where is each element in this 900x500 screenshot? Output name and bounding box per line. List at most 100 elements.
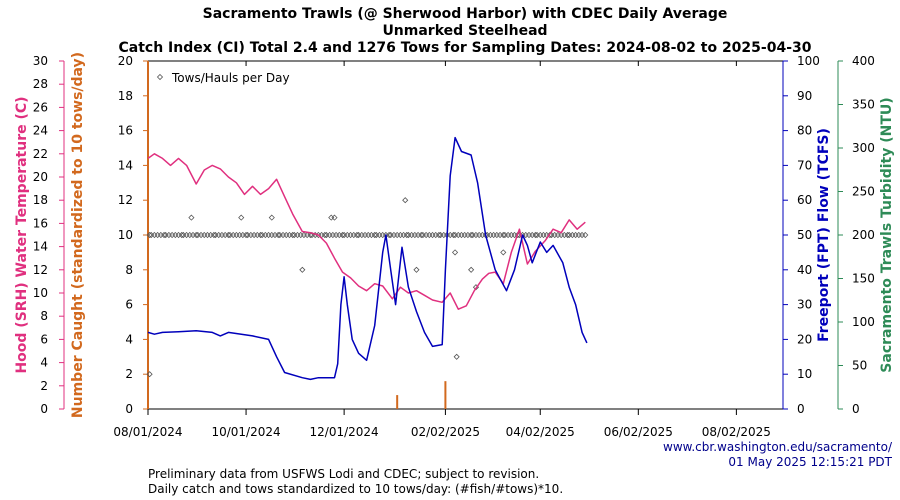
tows-marker-100: [437, 231, 444, 239]
tows-marker-111: [469, 231, 476, 239]
tick-label-flow-70: 70: [797, 158, 812, 172]
tows-marker-50: [291, 231, 298, 239]
axis-title-catch: Number Caught (standardized to 10 tows/d…: [70, 52, 86, 418]
tick-label-turbidity-350: 350: [852, 98, 875, 112]
tows-marker-1: [148, 231, 155, 239]
tows-marker-outlier-2025-03-10: [500, 249, 507, 256]
tick-label-catch-2: 2: [125, 367, 133, 381]
tows-marker-78: [373, 231, 380, 239]
tows-marker-34: [244, 231, 251, 239]
tows-marker-41: [265, 231, 272, 239]
tows-marker-21: [207, 231, 214, 239]
tows-marker-20: [204, 231, 211, 239]
tows-marker-94: [419, 231, 426, 239]
tows-marker-29: [230, 231, 237, 239]
tick-label-turbidity-150: 150: [852, 272, 875, 286]
tows-marker-91: [411, 231, 418, 239]
tick-label-catch-6: 6: [125, 298, 133, 312]
tows-marker-108: [461, 231, 468, 239]
tows-marker-19: [201, 231, 208, 239]
tows-marker-122: [501, 231, 508, 239]
tows-marker-140: [554, 231, 562, 239]
tows-marker-144: [566, 231, 573, 239]
tows-marker-67: [341, 231, 348, 239]
tows-marker-37: [254, 231, 261, 239]
tows-marker-11: [178, 231, 185, 239]
tows-marker-outlier-2024-10-17: [268, 214, 275, 221]
tows-marker-28: [226, 231, 234, 239]
tick-label-catch-14: 14: [118, 158, 133, 172]
tows-marker-107: [458, 231, 465, 239]
tows-marker-119: [493, 231, 500, 239]
tick-label-temperature-20: 20: [33, 170, 48, 184]
tick-label-flow-0: 0: [797, 402, 805, 416]
tick-label-temperature-16: 16: [33, 216, 48, 230]
x-tick-label-2024-08-01: 08/01/2024: [113, 425, 182, 439]
tows-marker-82: [386, 231, 393, 239]
tick-label-flow-20: 20: [797, 332, 812, 346]
tows-marker-145: [569, 231, 576, 239]
tick-label-temperature-12: 12: [33, 263, 48, 277]
chart-title-line-1: Sacramento Trawls (@ Sherwood Harbor) wi…: [203, 6, 728, 22]
tows-marker-80: [379, 231, 386, 239]
tows-marker-69: [347, 231, 354, 239]
tows-marker-117: [487, 231, 494, 239]
chart-title-line-2: Unmarked Steelhead: [382, 23, 547, 39]
tows-marker-79: [376, 231, 383, 239]
tick-label-temperature-24: 24: [33, 124, 48, 138]
tick-label-temperature-30: 30: [33, 54, 48, 68]
legend-symbol-tows: [156, 73, 164, 81]
tows-marker-outlier-2024-11-23: [328, 214, 335, 221]
tick-label-catch-0: 0: [125, 402, 133, 416]
tows-marker-46: [279, 231, 287, 239]
tick-label-temperature-10: 10: [33, 286, 48, 300]
tows-marker-135: [540, 231, 547, 239]
legend-label-tows: Tows/Hauls per Day: [171, 71, 290, 85]
tows-marker-27: [225, 231, 232, 239]
tows-marker-87: [400, 231, 407, 239]
tows-marker-13: [183, 231, 190, 239]
tick-label-temperature-18: 18: [33, 193, 48, 207]
credit-url[interactable]: www.cbr.washington.edu/sacramento/: [663, 440, 892, 454]
tows-marker-7: [165, 231, 172, 239]
tows-marker-72: [355, 231, 362, 239]
tick-label-catch-12: 12: [118, 193, 133, 207]
tows-marker-71: [353, 231, 361, 239]
x-tick-label-2025-08-02: 08/02/2025: [702, 425, 771, 439]
tows-marker-93: [418, 231, 425, 239]
tows-marker-44: [275, 231, 282, 239]
tows-marker-132: [532, 231, 539, 239]
tows-marker-22: [210, 231, 217, 239]
tows-marker-5: [161, 231, 168, 239]
tick-label-catch-16: 16: [118, 124, 133, 138]
tows-marker-121: [500, 231, 507, 239]
tows-marker-113: [476, 231, 483, 239]
series-line-temperature: [147, 153, 586, 310]
tows-marker-outlier-2025-02-18: [468, 266, 475, 273]
tick-label-turbidity-200: 200: [852, 228, 875, 242]
tows-marker-outlier-2025-02-08: [451, 249, 459, 256]
x-tick-label-2024-12-01: 12/01/2024: [310, 425, 379, 439]
tows-marker-148: [578, 231, 586, 239]
tick-label-temperature-6: 6: [40, 332, 48, 346]
tows-marker-96: [426, 231, 433, 239]
tows-marker-12: [180, 231, 187, 239]
tows-marker-105: [451, 231, 459, 239]
tows-marker-32: [239, 231, 246, 239]
tick-label-turbidity-0: 0: [852, 402, 860, 416]
tows-marker-112: [472, 231, 480, 239]
x-tick-label-2025-04-02: 04/02/2025: [506, 425, 575, 439]
tows-marker-61: [323, 231, 330, 239]
tows-marker-40: [262, 231, 269, 239]
tows-marker-84: [390, 231, 398, 239]
tows-marker-26: [222, 231, 229, 239]
tick-label-temperature-8: 8: [40, 309, 48, 323]
tows-marker-103: [447, 231, 454, 239]
tows-marker-33: [242, 231, 250, 239]
tows-marker-54: [304, 231, 311, 239]
tows-marker-75: [365, 231, 372, 239]
tows-marker-15: [189, 231, 197, 239]
tows-marker-63: [329, 231, 336, 239]
tows-marker-17: [194, 231, 201, 239]
tows-marker-outlier-2024-11-05: [299, 266, 306, 273]
